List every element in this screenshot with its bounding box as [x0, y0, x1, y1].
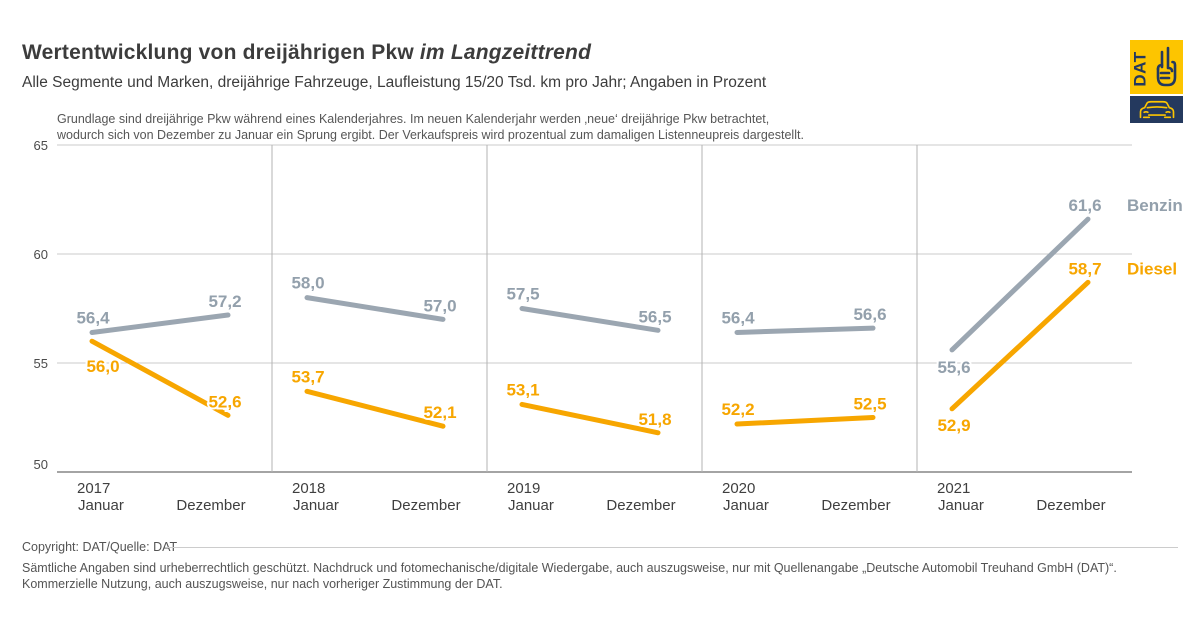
value-label-benzin: 56,6 — [853, 305, 886, 324]
x-month-label-jan: Januar — [293, 497, 339, 514]
value-label-benzin: 57,0 — [423, 296, 456, 315]
y-tick-label: 65 — [34, 138, 48, 153]
footer-legal: Sämtliche Angaben sind urheberrechtlich … — [22, 561, 1117, 592]
value-label-diesel: 56,0 — [86, 357, 119, 376]
oath-hand-icon — [1156, 46, 1177, 87]
x-year-label: 2020 — [722, 480, 755, 497]
value-label-benzin: 56,4 — [721, 308, 755, 327]
page-title-main: Wertentwicklung von dreijährigen Pkw — [22, 41, 414, 64]
value-label-benzin: 55,6 — [937, 358, 970, 377]
x-year-label: 2019 — [507, 480, 540, 497]
x-month-label-dec: Dezember — [176, 497, 245, 514]
value-label-benzin: 57,2 — [208, 292, 241, 311]
dat-logo: DAT — [1130, 40, 1183, 123]
methodology-note-line1: Grundlage sind dreijährige Pkw während e… — [57, 112, 804, 128]
value-label-benzin: 61,6 — [1068, 196, 1101, 215]
footer-legal-line1: Sämtliche Angaben sind urheberrechtlich … — [22, 561, 1117, 575]
series-line-diesel — [89, 338, 231, 418]
methodology-note: Grundlage sind dreijährige Pkw während e… — [57, 112, 804, 143]
x-year-label: 2021 — [937, 480, 970, 497]
footer-legal-line2: Kommerzielle Nutzung, auch auszugsweise,… — [22, 576, 503, 591]
x-month-label-jan: Januar — [78, 497, 124, 514]
value-label-diesel: 53,7 — [291, 367, 324, 386]
dat-logo-upper: DAT — [1130, 40, 1183, 94]
x-month-label-dec: Dezember — [606, 497, 675, 514]
page-subtitle: Alle Segmente und Marken, dreijährige Fa… — [22, 74, 767, 91]
series-line-benzin — [734, 325, 876, 335]
value-label-diesel: 52,6 — [208, 392, 241, 411]
value-label-diesel: 52,5 — [853, 395, 886, 414]
methodology-note-line2: wodurch sich von Dezember zu Januar ein … — [57, 127, 804, 143]
series-line-benzin — [304, 295, 446, 322]
legend-label-diesel: Diesel — [1127, 259, 1177, 278]
x-year-label: 2017 — [77, 480, 110, 497]
legend-label-benzin: Benzin — [1127, 196, 1183, 215]
series-line-benzin — [519, 306, 661, 333]
footer-divider — [165, 547, 1178, 548]
x-month-label-jan: Januar — [508, 497, 554, 514]
car-icon — [1139, 100, 1174, 118]
value-label-diesel: 52,2 — [721, 400, 754, 419]
series-line-diesel — [734, 415, 876, 427]
page-title: Wertentwicklung von dreijährigen Pkw im L… — [22, 41, 591, 65]
series-line-diesel — [304, 388, 446, 429]
x-month-label-dec: Dezember — [1036, 497, 1105, 514]
x-month-label-dec: Dezember — [821, 497, 890, 514]
page-title-italic: im Langzeittrend — [419, 41, 592, 64]
value-label-benzin: 57,5 — [506, 285, 539, 304]
value-label-diesel: 58,7 — [1068, 259, 1101, 278]
series-line-diesel — [519, 401, 661, 436]
y-tick-label: 60 — [34, 247, 48, 262]
x-month-label-jan: Januar — [723, 497, 769, 514]
value-label-diesel: 51,8 — [638, 410, 671, 429]
value-label-benzin: 56,4 — [76, 308, 110, 327]
copyright-source: Copyright: DAT/Quelle: DAT — [22, 540, 178, 554]
x-month-label-jan: Januar — [938, 497, 984, 514]
value-label-diesel: 52,9 — [937, 416, 970, 435]
x-year-label: 2018 — [292, 480, 325, 497]
value-label-diesel: 52,1 — [423, 403, 456, 422]
x-month-label-dec: Dezember — [391, 497, 460, 514]
value-label-benzin: 58,0 — [291, 274, 324, 293]
value-label-benzin: 56,5 — [638, 307, 671, 326]
value-label-diesel: 53,1 — [506, 380, 539, 399]
series-line-diesel — [949, 279, 1091, 412]
series-line-benzin — [89, 312, 231, 335]
series-line-benzin — [949, 216, 1091, 353]
y-tick-label: 50 — [34, 457, 48, 472]
dat-logo-lower — [1130, 96, 1183, 123]
y-tick-label: 55 — [34, 356, 48, 371]
